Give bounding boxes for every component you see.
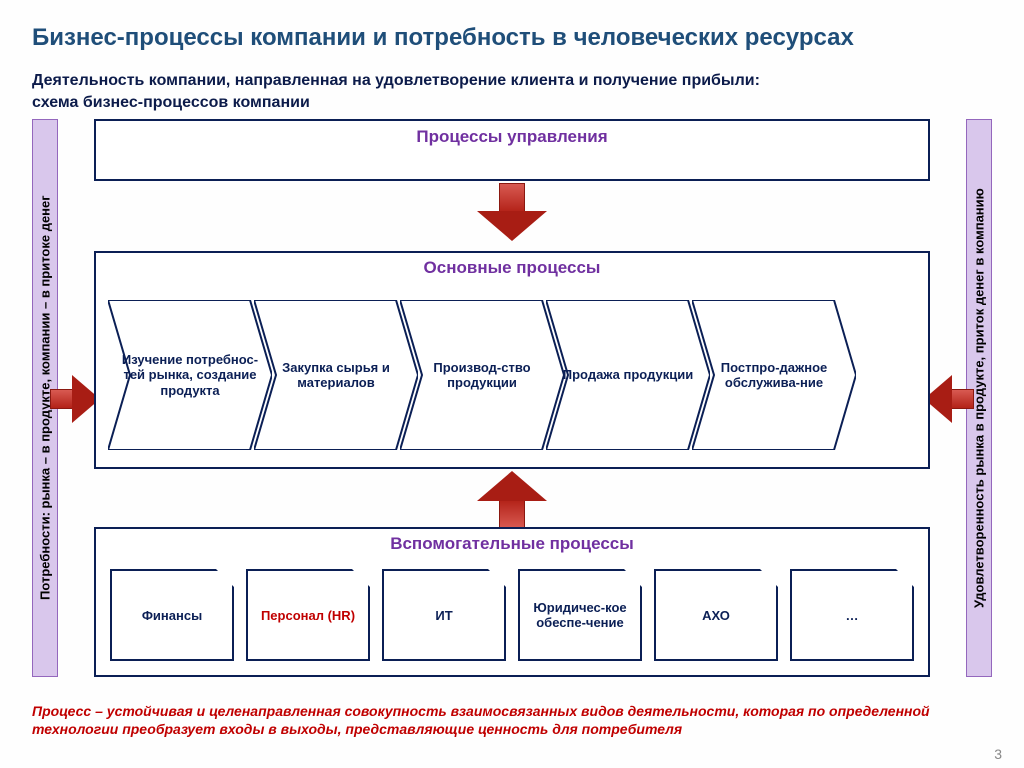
main-process-row: Изучение потребнос-тей рынка, создание п… [108, 295, 924, 455]
arrow-up-support-to-main-icon [477, 471, 547, 529]
process-step: Изучение потребнос-тей рынка, создание п… [108, 300, 272, 450]
support-label: ИТ [435, 608, 452, 623]
process-step-label: Постпро-дажное обслужива-ние [692, 360, 856, 391]
arrow-input-right-icon [50, 375, 100, 423]
subtitle-line1: Деятельность компании, направленная на у… [32, 72, 760, 89]
support-label: … [846, 608, 859, 623]
subtitle-line2: схема бизнес-процессов компании [32, 94, 310, 111]
page-number: 3 [994, 746, 1002, 762]
support-label: АХО [702, 608, 730, 623]
slide-root: Бизнес-процессы компании и потребность в… [0, 0, 1024, 768]
support-row: Финансы Персонал (HR) ИТ Юридичес-кое об… [110, 569, 914, 661]
panel-main: Основные процессы Изучение потребнос-тей… [94, 251, 930, 469]
arrow-down-mgmt-to-main-icon [477, 183, 547, 241]
process-step: Закупка сырья и материалов [254, 300, 418, 450]
panel-main-title: Основные процессы [96, 258, 928, 278]
process-step-label: Производ-ство продукции [400, 360, 564, 391]
footer-definition: Процесс – устойчивая и целенаправленная … [32, 702, 992, 738]
subtitle: Деятельность компании, направленная на у… [32, 70, 992, 113]
support-box-hr: Персонал (HR) [246, 569, 370, 661]
arrow-output-left-icon [924, 375, 974, 423]
panel-support-title: Вспомогательные процессы [96, 534, 928, 554]
support-box: … [790, 569, 914, 661]
panel-management-title: Процессы управления [96, 127, 928, 147]
panel-support: Вспомогательные процессы Финансы Персона… [94, 527, 930, 677]
panel-management: Процессы управления [94, 119, 930, 181]
process-step-label: Продажа продукции [553, 367, 703, 383]
process-step-label: Закупка сырья и материалов [254, 360, 418, 391]
process-step: Постпро-дажное обслужива-ние [692, 300, 856, 450]
support-label: Персонал (HR) [261, 608, 355, 623]
support-box: Финансы [110, 569, 234, 661]
process-step: Производ-ство продукции [400, 300, 564, 450]
support-label: Юридичес-кое обеспе-чение [524, 600, 636, 630]
support-label: Финансы [142, 608, 202, 623]
support-box: Юридичес-кое обеспе-чение [518, 569, 642, 661]
center-column: Процессы управления Основные процессы Из… [94, 119, 930, 679]
diagram-body: Потребности: рынка – в продукте, компани… [32, 119, 992, 679]
process-step: Продажа продукции [546, 300, 710, 450]
support-box: АХО [654, 569, 778, 661]
page-title: Бизнес-процессы компании и потребность в… [32, 24, 992, 52]
process-step-label: Изучение потребнос-тей рынка, создание п… [108, 352, 272, 399]
support-box: ИТ [382, 569, 506, 661]
